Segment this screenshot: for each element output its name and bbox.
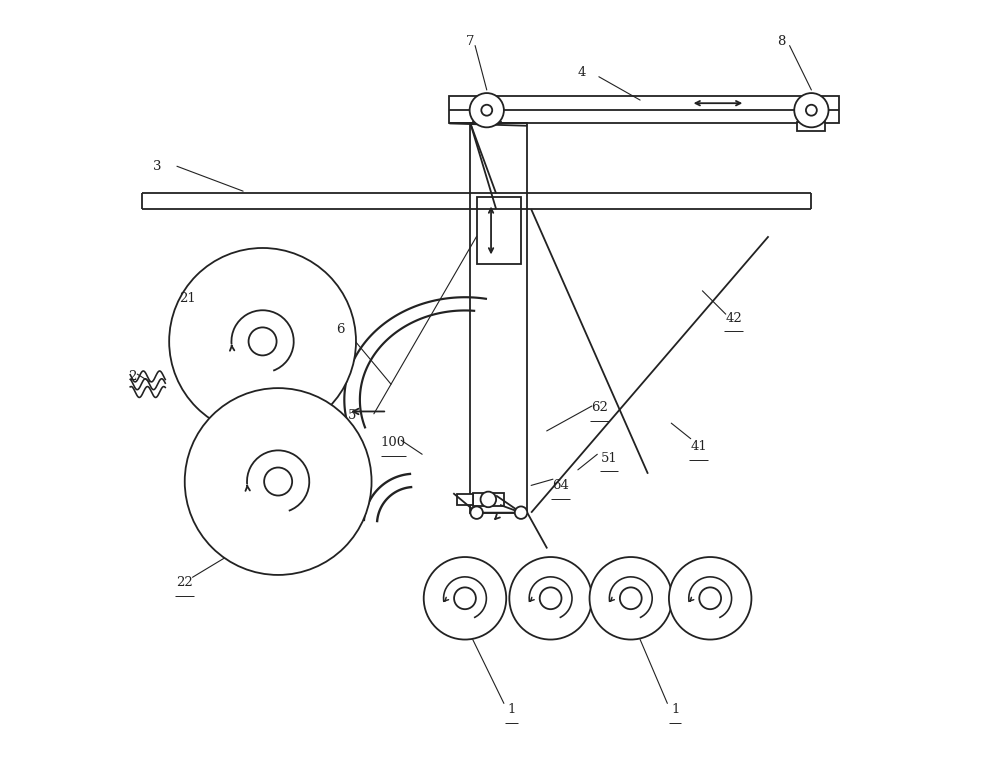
- Bar: [473, 493, 504, 506]
- Text: 1: 1: [671, 703, 679, 716]
- Text: 5: 5: [348, 408, 356, 422]
- Bar: [449, 96, 839, 123]
- Circle shape: [590, 557, 672, 640]
- Circle shape: [509, 557, 592, 640]
- Circle shape: [669, 557, 751, 640]
- Circle shape: [481, 105, 492, 116]
- Bar: [457, 494, 473, 505]
- Circle shape: [699, 587, 721, 609]
- Text: 3: 3: [153, 160, 162, 172]
- Circle shape: [540, 587, 561, 609]
- Circle shape: [515, 506, 527, 519]
- Bar: [797, 122, 825, 131]
- Bar: [470, 123, 527, 513]
- Bar: [477, 198, 521, 263]
- Circle shape: [470, 93, 504, 127]
- Circle shape: [794, 93, 829, 127]
- Text: 7: 7: [466, 35, 475, 48]
- Circle shape: [264, 467, 292, 495]
- Circle shape: [481, 492, 496, 507]
- Text: 100: 100: [381, 436, 406, 449]
- Text: 21: 21: [179, 292, 195, 305]
- Text: 41: 41: [690, 440, 707, 453]
- Text: 2: 2: [128, 370, 137, 383]
- Circle shape: [249, 328, 277, 355]
- Circle shape: [806, 105, 817, 116]
- Text: 64: 64: [552, 479, 569, 492]
- Text: 62: 62: [591, 401, 608, 414]
- Text: 1: 1: [507, 703, 516, 716]
- Circle shape: [454, 587, 476, 609]
- Text: 22: 22: [176, 576, 193, 590]
- Circle shape: [470, 506, 483, 519]
- Text: 4: 4: [578, 67, 586, 79]
- Circle shape: [185, 388, 372, 575]
- Text: 6: 6: [336, 323, 345, 336]
- Circle shape: [169, 248, 356, 435]
- Bar: [473, 122, 501, 131]
- Circle shape: [424, 557, 506, 640]
- Text: 8: 8: [778, 35, 786, 48]
- Text: 42: 42: [725, 311, 742, 325]
- Circle shape: [620, 587, 642, 609]
- Text: 51: 51: [601, 452, 617, 465]
